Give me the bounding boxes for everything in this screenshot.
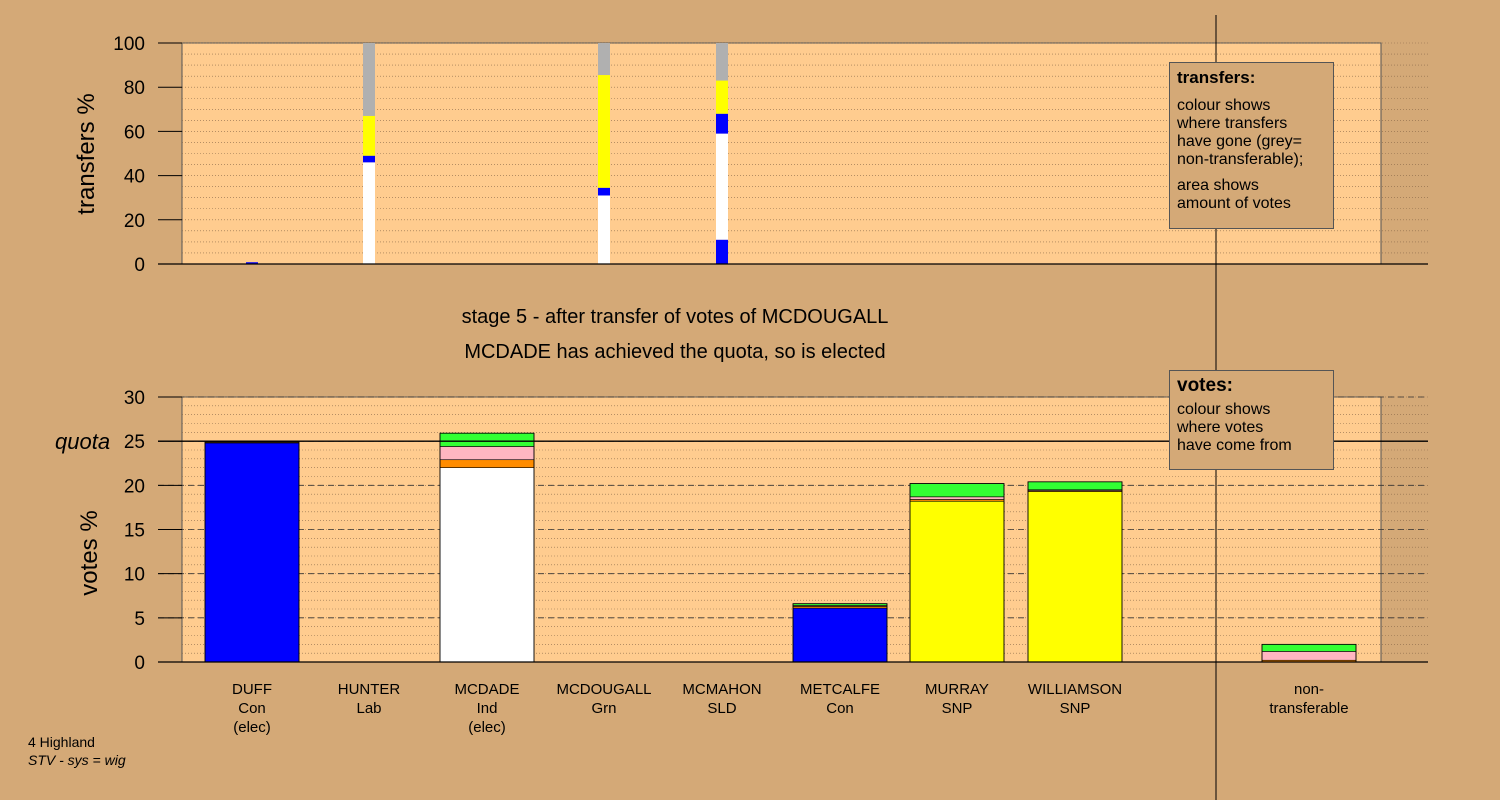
votes-legend-line: colour shows bbox=[1177, 401, 1271, 418]
candidate-status: (elec) bbox=[468, 719, 506, 736]
votes-bar-segment bbox=[1261, 644, 1357, 652]
transfers-legend-title: transfers: bbox=[1177, 68, 1256, 87]
votes-bar bbox=[1027, 481, 1123, 663]
transfers-bar bbox=[363, 43, 375, 264]
candidate-party: Con bbox=[238, 700, 266, 717]
transfers-tick-label: 100 bbox=[113, 34, 145, 55]
votes-tick-label: 30 bbox=[124, 388, 145, 409]
transfers-legend-line: colour shows bbox=[1177, 97, 1271, 114]
transfers-bar bbox=[716, 43, 728, 264]
votes-legend-line: have come from bbox=[1177, 437, 1292, 454]
votes-grid bbox=[158, 396, 1428, 663]
transfers-bars bbox=[246, 43, 728, 264]
transfers-legend-line: amount of votes bbox=[1177, 195, 1291, 212]
votes-bar-segment bbox=[439, 432, 535, 447]
votes-bar-segment bbox=[1027, 481, 1123, 491]
candidate-name: HUNTER bbox=[338, 681, 401, 698]
footer-system: STV - sys = wig bbox=[28, 752, 126, 768]
transfers-legend-line: non-transferable); bbox=[1177, 151, 1304, 168]
candidate-party: SLD bbox=[707, 700, 736, 717]
transfers-bar-segment bbox=[716, 239, 728, 264]
transfers-legend-line: where transfers bbox=[1177, 115, 1288, 132]
votes-bar-segment bbox=[909, 500, 1005, 663]
candidate-name: MCMAHON bbox=[682, 681, 761, 698]
candidate-name: MURRAY bbox=[925, 681, 989, 698]
transfers-tick-label: 80 bbox=[124, 78, 145, 99]
votes-bar bbox=[909, 483, 1005, 663]
votes-legend: votes: colour shows where votes have com… bbox=[1169, 370, 1334, 470]
votes-bars bbox=[204, 432, 1357, 663]
votes-tick-label: 0 bbox=[134, 653, 145, 674]
votes-bar bbox=[1261, 643, 1357, 663]
transfers-bar-segment bbox=[363, 162, 375, 264]
candidate-name: MCDOUGALL bbox=[556, 681, 651, 698]
transfers-bar-segment bbox=[716, 133, 728, 240]
candidate-party: Grn bbox=[591, 700, 616, 717]
votes-bar-segment bbox=[909, 496, 1005, 500]
stage-title: stage 5 - after transfer of votes of MCD… bbox=[462, 306, 889, 328]
votes-tick-label: 20 bbox=[124, 476, 145, 497]
votes-bar-segment bbox=[909, 483, 1005, 498]
votes-bar-segment bbox=[1261, 651, 1357, 661]
footer-region: 4 Highland bbox=[28, 734, 95, 750]
candidate-party: Lab bbox=[356, 700, 381, 717]
candidate-name: WILLIAMSON bbox=[1028, 681, 1122, 698]
candidate-name: DUFF bbox=[232, 681, 272, 698]
transfers-tick-label: 0 bbox=[134, 255, 145, 276]
votes-bar-segment bbox=[1027, 491, 1123, 663]
transfers-bar bbox=[598, 43, 610, 264]
votes-y-label: votes % bbox=[76, 510, 103, 595]
transfers-legend-line: area shows bbox=[1177, 177, 1259, 194]
votes-bar-segment bbox=[439, 467, 535, 663]
candidate-party: SNP bbox=[1060, 700, 1091, 717]
votes-tick-label: 25 bbox=[124, 432, 145, 453]
votes-tick-label: 15 bbox=[124, 521, 145, 542]
votes-bar-segment bbox=[204, 442, 300, 663]
votes-bar bbox=[204, 441, 300, 663]
votes-bar bbox=[439, 432, 535, 663]
transfers-bar-segment bbox=[363, 43, 375, 116]
votes-tick-label: 5 bbox=[134, 609, 145, 630]
candidate-name: MCDADE bbox=[454, 681, 519, 698]
candidate-party: Con bbox=[826, 700, 854, 717]
votes-bar bbox=[792, 603, 888, 663]
transfers-y-label: transfers % bbox=[73, 93, 100, 214]
candidate-party: SNP bbox=[942, 700, 973, 717]
candidate-party: Ind bbox=[477, 700, 498, 717]
transfers-tick-label: 40 bbox=[124, 167, 145, 188]
votes-legend-line: where votes bbox=[1177, 419, 1264, 436]
transfers-bar-segment bbox=[246, 262, 258, 264]
votes-legend-title: votes: bbox=[1177, 375, 1233, 396]
transfers-legend-line: have gone (grey= bbox=[1177, 133, 1302, 150]
candidate-party: transferable bbox=[1269, 700, 1348, 717]
transfers-tick-label: 20 bbox=[124, 211, 145, 232]
transfers-bar-segment bbox=[598, 195, 610, 264]
votes-tick-label: 10 bbox=[124, 565, 145, 586]
stage-subtitle: MCDADE has achieved the quota, so is ele… bbox=[464, 341, 885, 363]
votes-bar-segment bbox=[792, 607, 888, 663]
transfers-bar-segment bbox=[598, 187, 610, 196]
transfers-bar-segment bbox=[716, 113, 728, 134]
transfers-bar-segment bbox=[598, 75, 610, 188]
transfers-bar bbox=[246, 262, 258, 264]
transfers-bar-segment bbox=[598, 43, 610, 76]
transfers-bar-segment bbox=[716, 80, 728, 114]
transfers-bar-segment bbox=[363, 115, 375, 156]
transfers-bar-segment bbox=[716, 43, 728, 81]
transfers-tick-label: 60 bbox=[124, 122, 145, 143]
quota-label: quota bbox=[55, 429, 110, 454]
transfers-axis: 0 20 40 60 80 100 bbox=[113, 34, 1428, 276]
votes-bar-segment bbox=[439, 446, 535, 461]
candidate-name: METCALFE bbox=[800, 681, 880, 698]
transfers-legend: transfers: colour shows where transfers … bbox=[1169, 62, 1334, 229]
transfers-bar-segment bbox=[363, 155, 375, 163]
candidate-labels: DUFF Con (elec) HUNTER Lab MCDADE Ind (elec) MCD… bbox=[232, 681, 1349, 736]
candidate-status: (elec) bbox=[233, 719, 271, 736]
votes-bar-segment bbox=[439, 459, 535, 468]
candidate-name: non- bbox=[1294, 681, 1324, 698]
